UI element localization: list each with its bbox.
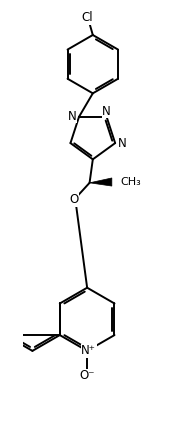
Text: N⁺: N⁺ [81, 345, 96, 357]
Text: O⁻: O⁻ [79, 369, 95, 383]
Text: N: N [118, 137, 127, 150]
Text: Cl: Cl [82, 12, 93, 24]
Text: CH₃: CH₃ [121, 177, 141, 187]
Text: N: N [68, 110, 77, 122]
Text: N: N [102, 105, 111, 118]
Polygon shape [90, 178, 112, 186]
Text: O: O [70, 193, 79, 206]
